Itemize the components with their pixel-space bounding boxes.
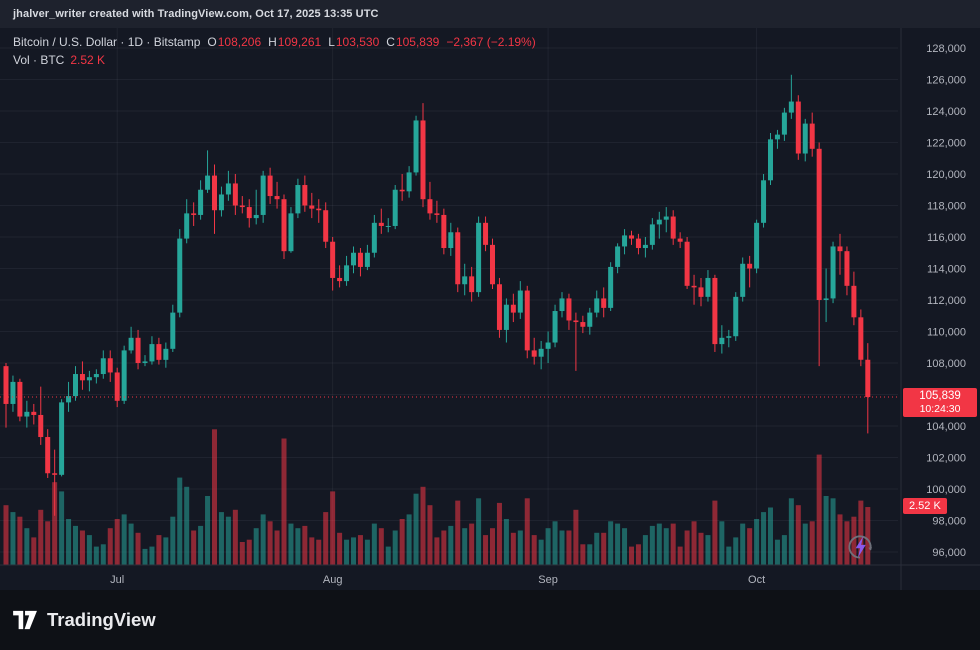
symbol-description[interactable]: Bitcoin / U.S. Dollar · 1D · Bitstamp [13, 35, 201, 49]
last-price-badge: 105,839 10:24:30 [903, 388, 977, 418]
close-value: 105,839 [395, 35, 440, 49]
swirl-arrow [848, 535, 872, 559]
svg-text:120,000: 120,000 [926, 169, 966, 181]
open-value: 108,206 [217, 35, 262, 49]
low-value: 103,530 [335, 35, 380, 49]
svg-text:110,000: 110,000 [927, 327, 966, 339]
last-price-value: 105,839 [919, 390, 961, 403]
swirl-arrowhead [868, 547, 872, 551]
countdown-timer: 10:24:30 [919, 403, 961, 416]
high-label: H [268, 35, 277, 49]
legend-volume-row: Vol · BTC 2.52 K [13, 51, 536, 69]
svg-text:98,000: 98,000 [932, 516, 966, 528]
low-label: L [328, 35, 335, 49]
bolt-shape [855, 536, 866, 558]
volume-label: Vol · BTC [13, 53, 65, 67]
svg-text:108,000: 108,000 [926, 358, 966, 370]
svg-text:102,000: 102,000 [926, 453, 966, 465]
grid-lines [0, 28, 898, 565]
logo-seven-shape [24, 610, 37, 630]
close-pair: C105,839 [386, 35, 439, 49]
volume-series [3, 429, 871, 565]
svg-text:96,000: 96,000 [932, 547, 966, 559]
svg-text:100,000: 100,000 [926, 484, 966, 496]
close-label: C [386, 35, 395, 49]
volume-value: 2.52 K [70, 53, 106, 67]
logo-one-shape [13, 610, 24, 630]
svg-text:122,000: 122,000 [926, 138, 966, 150]
tradingview-logo-icon[interactable] [13, 609, 38, 631]
high-value: 109,261 [277, 35, 322, 49]
low-pair: L103,530 [328, 35, 379, 49]
svg-text:Sep: Sep [538, 574, 558, 586]
time-axis: Jul Aug Sep Oct [110, 574, 765, 586]
svg-text:Oct: Oct [748, 574, 765, 586]
volume-badge: 2.52 K [903, 498, 947, 515]
candlestick-chart[interactable]: 96,000 98,000 100,000 102,000 104,000 108,000… [0, 0, 980, 590]
attribution-text: jhalver_writer created with TradingView.… [13, 8, 379, 20]
svg-text:Aug: Aug [323, 574, 343, 586]
candle-series [3, 74, 871, 516]
svg-text:112,000: 112,000 [927, 295, 966, 307]
chart-overlays [0, 28, 980, 590]
svg-text:Jul: Jul [110, 574, 124, 586]
price-axis: 96,000 98,000 100,000 102,000 104,000 108,000… [926, 43, 966, 559]
open-label: O [207, 35, 217, 49]
legend-symbol-row: Bitcoin / U.S. Dollar · 1D · Bitstamp O10… [13, 33, 536, 51]
chart-legend: Bitcoin / U.S. Dollar · 1D · Bitstamp O10… [13, 33, 536, 69]
svg-text:126,000: 126,000 [926, 75, 966, 87]
svg-text:104,000: 104,000 [926, 421, 966, 433]
lightning-icon [848, 535, 872, 559]
svg-text:116,000: 116,000 [927, 232, 966, 244]
svg-text:128,000: 128,000 [926, 43, 966, 55]
high-pair: H109,261 [268, 35, 321, 49]
svg-text:124,000: 124,000 [926, 106, 966, 118]
tradingview-wordmark[interactable]: TradingView [47, 609, 156, 630]
attribution-bar: jhalver_writer created with TradingView.… [0, 0, 980, 28]
open-pair: O108,206 [207, 35, 261, 49]
footer-bar: TradingView [0, 590, 980, 650]
svg-text:118,000: 118,000 [927, 201, 966, 213]
svg-text:114,000: 114,000 [927, 264, 966, 276]
change-value: −2,367 (−2.19%) [446, 35, 536, 49]
